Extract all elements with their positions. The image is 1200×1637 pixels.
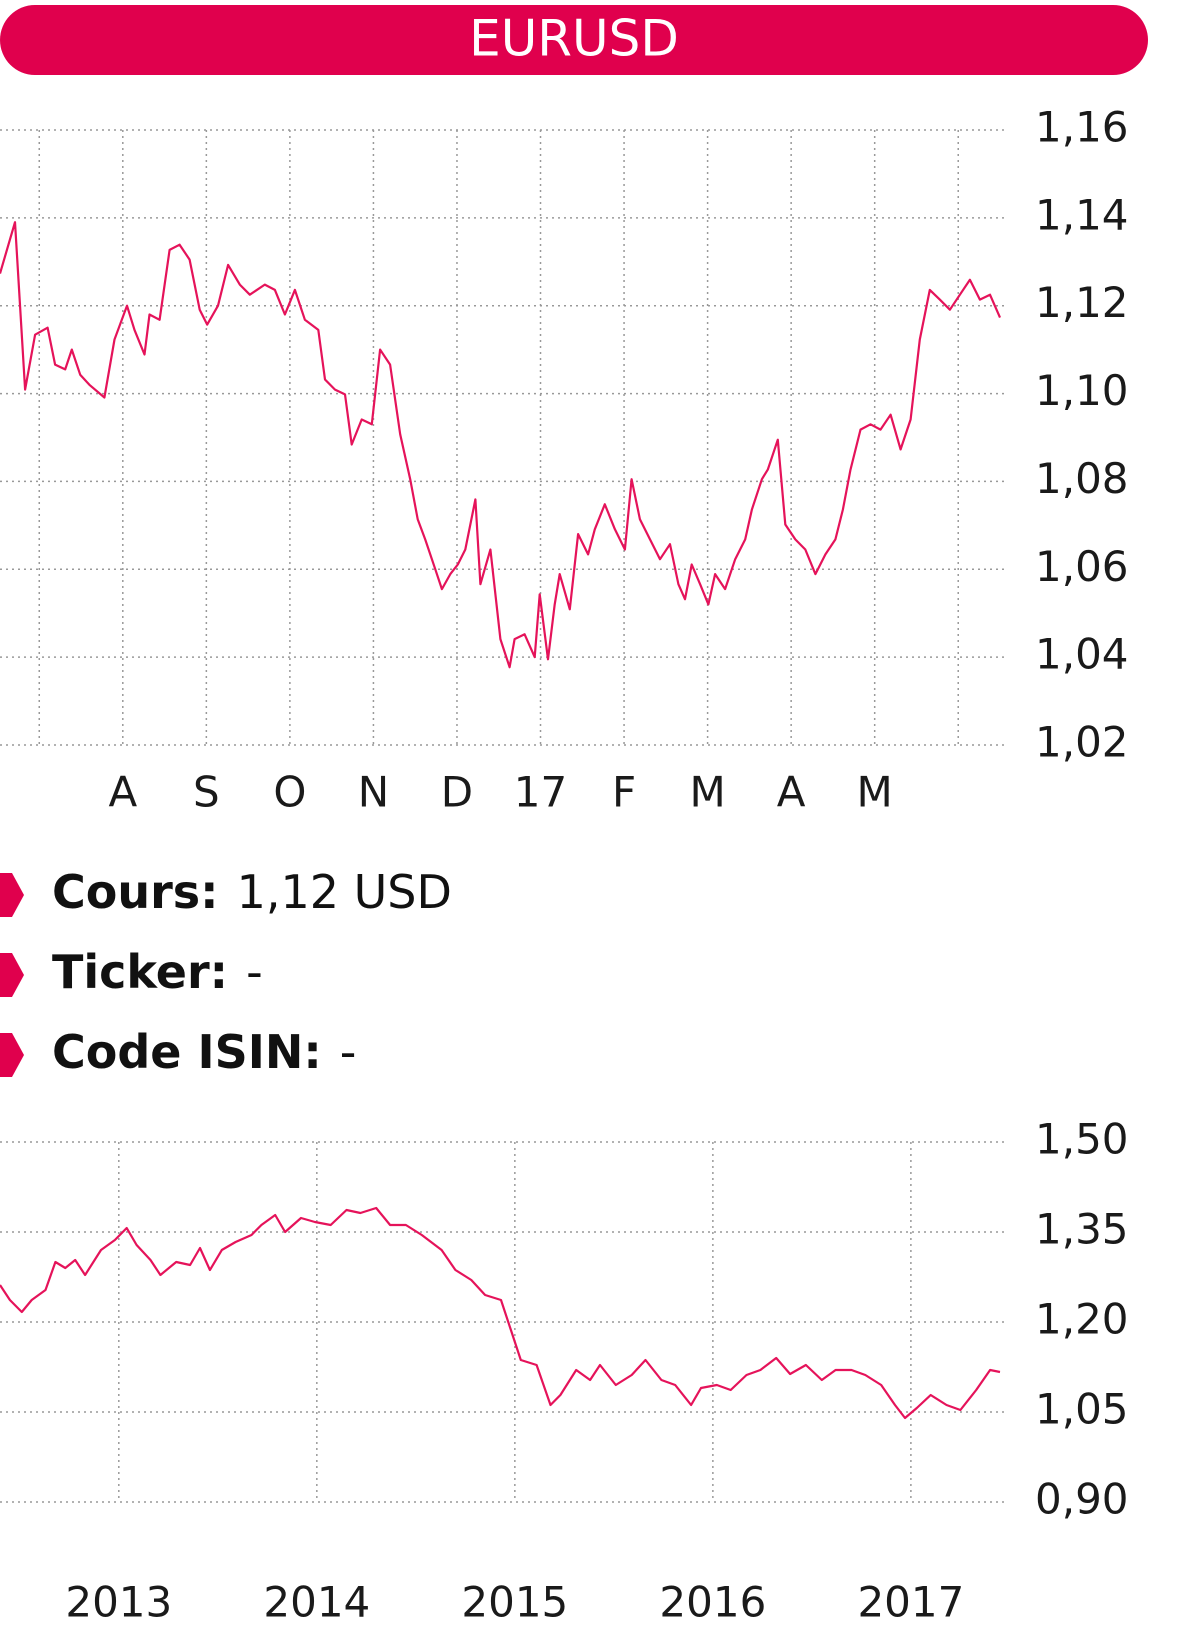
info-value: - <box>340 1025 357 1079</box>
y-tick-label: 1,04 <box>1035 630 1129 679</box>
price-line <box>0 221 1002 669</box>
x-tick-label: A <box>108 768 137 817</box>
x-tick-label: 2013 <box>65 1578 172 1627</box>
title: EURUSD <box>469 10 679 68</box>
y-tick-label: 1,16 <box>1035 103 1129 152</box>
info-label: Ticker: <box>52 945 228 999</box>
x-tick-label: 17 <box>514 768 567 817</box>
info-line: Code ISIN: - <box>52 1025 356 1079</box>
x-tick-label: N <box>358 768 389 817</box>
y-tick-label: 1,02 <box>1035 718 1129 767</box>
bullet-arrow <box>0 1033 24 1077</box>
x-tick-label: O <box>273 768 306 817</box>
y-tick-label: 1,12 <box>1035 278 1129 327</box>
y-tick-label: 0,90 <box>1035 1475 1129 1524</box>
y-tick-label: 1,20 <box>1035 1295 1129 1344</box>
bullet-arrow <box>0 953 24 997</box>
info-label: Code ISIN: <box>52 1025 322 1079</box>
y-tick-label: 1,05 <box>1035 1385 1129 1434</box>
y-tick-label: 1,08 <box>1035 454 1129 503</box>
x-tick-label: 2016 <box>659 1578 766 1627</box>
bullet-arrow <box>0 873 24 917</box>
x-tick-label: M <box>857 768 893 817</box>
x-tick-label: S <box>193 768 220 817</box>
x-tick-label: 2014 <box>263 1578 370 1627</box>
info-line: Ticker: - <box>52 945 263 999</box>
y-tick-label: 1,10 <box>1035 366 1129 415</box>
info-value: - <box>246 945 263 999</box>
info-line: Cours: 1,12 USD <box>52 865 452 919</box>
price-line <box>0 1206 1001 1420</box>
info-value: 1,12 USD <box>237 865 452 919</box>
y-tick-label: 1,50 <box>1035 1115 1129 1164</box>
y-tick-label: 1,14 <box>1035 190 1129 239</box>
info-label: Cours: <box>52 865 219 919</box>
x-tick-label: F <box>612 768 636 817</box>
x-tick-label: A <box>777 768 806 817</box>
y-tick-label: 1,35 <box>1035 1205 1129 1254</box>
title-bar <box>0 5 1148 75</box>
y-tick-label: 1,06 <box>1035 542 1129 591</box>
x-tick-label: D <box>441 768 473 817</box>
x-tick-label: 2015 <box>461 1578 568 1627</box>
x-tick-label: M <box>689 768 725 817</box>
x-tick-label: 2017 <box>857 1578 964 1627</box>
